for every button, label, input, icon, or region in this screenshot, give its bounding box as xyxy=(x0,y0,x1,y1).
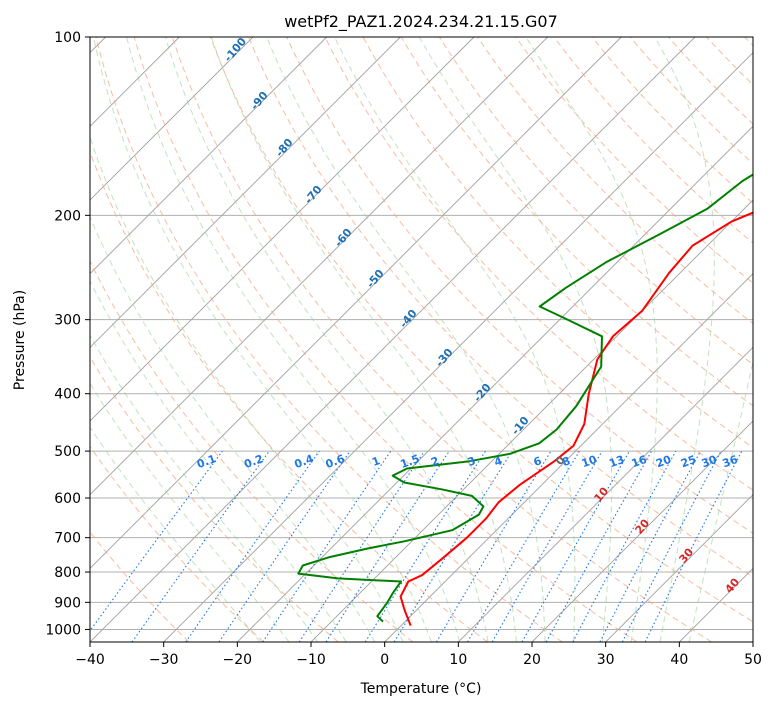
mixing-ratio-line xyxy=(572,450,677,642)
y-tick-label: 800 xyxy=(54,565,81,581)
mixing-ratio-label: 20 xyxy=(654,453,673,471)
x-tick-label: 10 xyxy=(449,652,467,668)
mixing-ratio-line xyxy=(185,450,320,642)
mixing-ratio-line xyxy=(218,450,351,642)
dry-adiabat xyxy=(90,445,264,642)
mixing-ratio-line xyxy=(545,450,653,642)
moist-adiabat xyxy=(90,426,261,642)
y-tick-label: 300 xyxy=(54,313,81,329)
x-tick-label: 40 xyxy=(670,652,688,668)
x-tick-label: 30 xyxy=(597,652,615,668)
background-lines xyxy=(90,37,753,642)
mixing-ratio-label: 16 xyxy=(630,453,649,471)
moist-adiabat xyxy=(92,37,432,642)
x-tick-label: 20 xyxy=(523,652,541,668)
x-tick-label: 50 xyxy=(744,652,762,668)
mixing-ratio-label: 4 xyxy=(493,454,505,469)
mixing-ratio-label: 10 xyxy=(580,453,599,471)
x-axis-title: Temperature (°C) xyxy=(360,681,482,697)
moist-adiabat xyxy=(126,37,461,642)
dry-adiabat xyxy=(248,37,753,578)
dry-adiabat xyxy=(171,37,712,642)
y-axis: 100 200 300 400 500 600 700 800 900 1000 xyxy=(45,30,90,638)
moist-adiabat xyxy=(266,37,546,642)
moist-adiabat xyxy=(525,37,658,642)
plot-frame xyxy=(89,36,754,643)
moist-adiabat xyxy=(210,37,517,642)
mixing-ratio-line xyxy=(90,450,223,632)
mixing-ratio-label: 30 xyxy=(700,453,719,471)
dry-adiabat xyxy=(286,37,753,534)
isotherm-line xyxy=(90,37,254,201)
mixing-ratio-label: 13 xyxy=(607,453,626,470)
x-tick-label: −10 xyxy=(296,652,326,668)
y-tick-label: 900 xyxy=(54,595,81,611)
y-tick-label: 100 xyxy=(54,30,81,46)
mixing-ratio-line xyxy=(131,450,270,642)
isotherm-line xyxy=(531,420,753,642)
y-tick-label: 700 xyxy=(54,531,81,547)
mixing-ratio-label: 3 xyxy=(466,454,478,469)
series-layer xyxy=(297,173,753,626)
mixing-ratio-line xyxy=(325,450,450,642)
mixing-ratio-line xyxy=(298,450,425,642)
isotherm-line xyxy=(163,52,753,642)
mixing-ratio-label: 25 xyxy=(679,453,698,470)
dewpoint-profile-line xyxy=(297,173,753,623)
x-tick-label: 0 xyxy=(380,652,389,668)
moist-adiabat xyxy=(334,37,576,642)
moist-adiabat xyxy=(418,37,613,642)
x-tick-label: −30 xyxy=(149,652,179,668)
mixing-ratio-line xyxy=(393,450,513,642)
isotherm-line xyxy=(90,37,548,496)
dry-adiabat xyxy=(324,37,753,491)
y-tick-label: 500 xyxy=(54,444,81,460)
isotherm-line xyxy=(90,37,401,348)
mixing-ratio-line xyxy=(262,450,392,642)
dry-adiabat xyxy=(90,356,339,642)
y-tick-label: 1000 xyxy=(45,622,81,638)
moist-adiabat xyxy=(90,135,404,642)
chart-title: wetPf2_PAZ1.2024.234.21.15.G07 xyxy=(284,12,558,32)
mixing-ratio-label: 0.6 xyxy=(324,452,347,471)
y-axis-title: Pressure (hPa) xyxy=(12,290,28,390)
moist-adiabat xyxy=(90,215,376,642)
mixing-ratio-label: 1.5 xyxy=(399,452,422,471)
isotherm-line xyxy=(605,494,753,642)
mixing-ratio-label: 8 xyxy=(561,454,573,469)
dry-adiabat xyxy=(210,37,753,623)
y-tick-label: 400 xyxy=(54,387,81,403)
mixing-ratio-label: 0.2 xyxy=(242,452,265,471)
mixing-ratio-label: 2 xyxy=(429,454,441,469)
mixing-ratio-line xyxy=(644,450,743,642)
x-tick-label: −20 xyxy=(223,652,253,668)
mixing-ratio-label: 0.1 xyxy=(195,452,218,471)
mixing-ratio-label: 1 xyxy=(370,454,382,469)
moist-adiabat xyxy=(90,382,290,642)
isotherm-line xyxy=(90,37,696,642)
isotherm-line xyxy=(458,346,753,642)
temperature-profile-line xyxy=(399,211,753,626)
moist-adiabat xyxy=(90,334,319,642)
dry-adiabat xyxy=(95,37,563,642)
isotherm-line xyxy=(384,273,753,642)
mixing-ratio-label: 36 xyxy=(721,453,740,471)
moist-adiabat xyxy=(688,358,753,642)
x-tick-label: −40 xyxy=(75,652,105,668)
x-axis: −40 −30 −20 −10 0 10 20 30 40 50 xyxy=(75,642,762,668)
y-tick-label: 200 xyxy=(54,208,81,224)
isotherm-line xyxy=(90,37,475,422)
dry-adiabat xyxy=(90,259,414,642)
mixing-ratio-line xyxy=(521,450,630,642)
mixing-ratio-label: 0.4 xyxy=(293,452,316,471)
isotherm-line xyxy=(90,37,622,569)
isotherm-line xyxy=(237,125,753,642)
plot-background xyxy=(90,37,753,642)
y-tick-label: 600 xyxy=(54,491,81,507)
dry-adiabat xyxy=(515,37,753,284)
mixing-ratio-label: 6 xyxy=(532,454,544,469)
isotherm-line xyxy=(90,37,327,275)
moist-adiabat xyxy=(654,37,715,642)
